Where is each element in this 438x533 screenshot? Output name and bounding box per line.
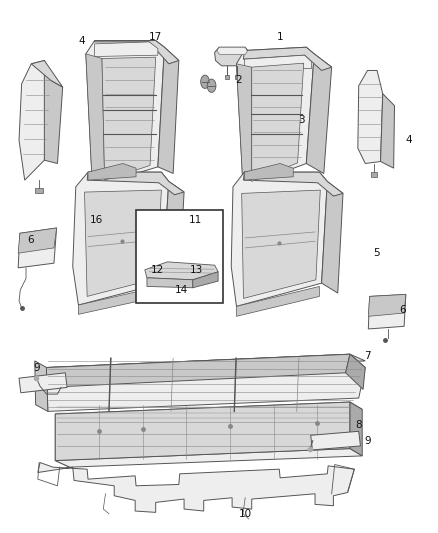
Text: 8: 8 [355, 419, 362, 430]
Polygon shape [225, 75, 229, 79]
Polygon shape [46, 354, 350, 387]
Polygon shape [102, 57, 155, 180]
Polygon shape [38, 463, 354, 512]
Polygon shape [95, 41, 179, 64]
Text: 12: 12 [150, 265, 164, 275]
Polygon shape [158, 47, 179, 173]
Text: 7: 7 [364, 351, 371, 361]
Polygon shape [19, 61, 51, 180]
Polygon shape [85, 190, 161, 296]
Polygon shape [306, 54, 332, 173]
Text: 10: 10 [239, 508, 252, 519]
Polygon shape [237, 64, 252, 187]
Text: 6: 6 [399, 305, 406, 314]
Polygon shape [87, 172, 184, 195]
Polygon shape [244, 55, 311, 70]
Polygon shape [350, 402, 362, 456]
Polygon shape [55, 402, 350, 461]
Text: 3: 3 [299, 115, 305, 125]
Circle shape [201, 75, 209, 88]
Polygon shape [18, 228, 57, 253]
Polygon shape [44, 61, 63, 164]
Polygon shape [244, 172, 343, 196]
Polygon shape [19, 373, 67, 393]
Polygon shape [145, 262, 218, 280]
Polygon shape [46, 354, 365, 411]
Polygon shape [368, 294, 406, 329]
Polygon shape [55, 414, 70, 467]
Text: 17: 17 [149, 32, 162, 42]
Polygon shape [35, 188, 43, 193]
Text: 9: 9 [364, 435, 371, 446]
Text: 11: 11 [188, 215, 201, 225]
Polygon shape [231, 172, 327, 306]
Polygon shape [55, 449, 362, 467]
Text: 9: 9 [33, 362, 40, 373]
Polygon shape [217, 47, 247, 54]
Text: 4: 4 [406, 135, 412, 145]
Polygon shape [18, 228, 57, 268]
Polygon shape [147, 278, 193, 288]
Polygon shape [48, 354, 365, 374]
Polygon shape [381, 94, 395, 168]
Polygon shape [162, 181, 184, 292]
Polygon shape [311, 431, 360, 450]
Text: 5: 5 [373, 248, 379, 258]
Polygon shape [371, 172, 378, 177]
Polygon shape [55, 402, 362, 421]
Polygon shape [321, 181, 343, 293]
Polygon shape [252, 63, 304, 181]
Polygon shape [346, 354, 365, 390]
Polygon shape [368, 294, 406, 317]
Text: 1: 1 [277, 32, 283, 42]
Polygon shape [86, 41, 164, 187]
Text: 13: 13 [190, 265, 203, 275]
Polygon shape [244, 164, 293, 180]
Polygon shape [242, 190, 320, 298]
Polygon shape [237, 47, 314, 187]
Polygon shape [86, 54, 105, 187]
Circle shape [207, 79, 216, 92]
Polygon shape [73, 172, 169, 305]
Polygon shape [235, 75, 240, 79]
Polygon shape [358, 70, 383, 164]
Polygon shape [31, 61, 63, 87]
Text: 16: 16 [90, 215, 103, 225]
Polygon shape [244, 47, 332, 70]
Text: 14: 14 [175, 285, 188, 295]
Text: 4: 4 [78, 36, 85, 45]
FancyBboxPatch shape [136, 210, 223, 303]
Polygon shape [88, 164, 136, 180]
Polygon shape [237, 286, 319, 317]
Polygon shape [215, 47, 251, 66]
Text: 6: 6 [27, 235, 34, 245]
Polygon shape [35, 361, 48, 411]
Text: 2: 2 [235, 76, 242, 85]
Polygon shape [95, 42, 158, 56]
Polygon shape [78, 286, 160, 314]
Polygon shape [193, 272, 218, 288]
